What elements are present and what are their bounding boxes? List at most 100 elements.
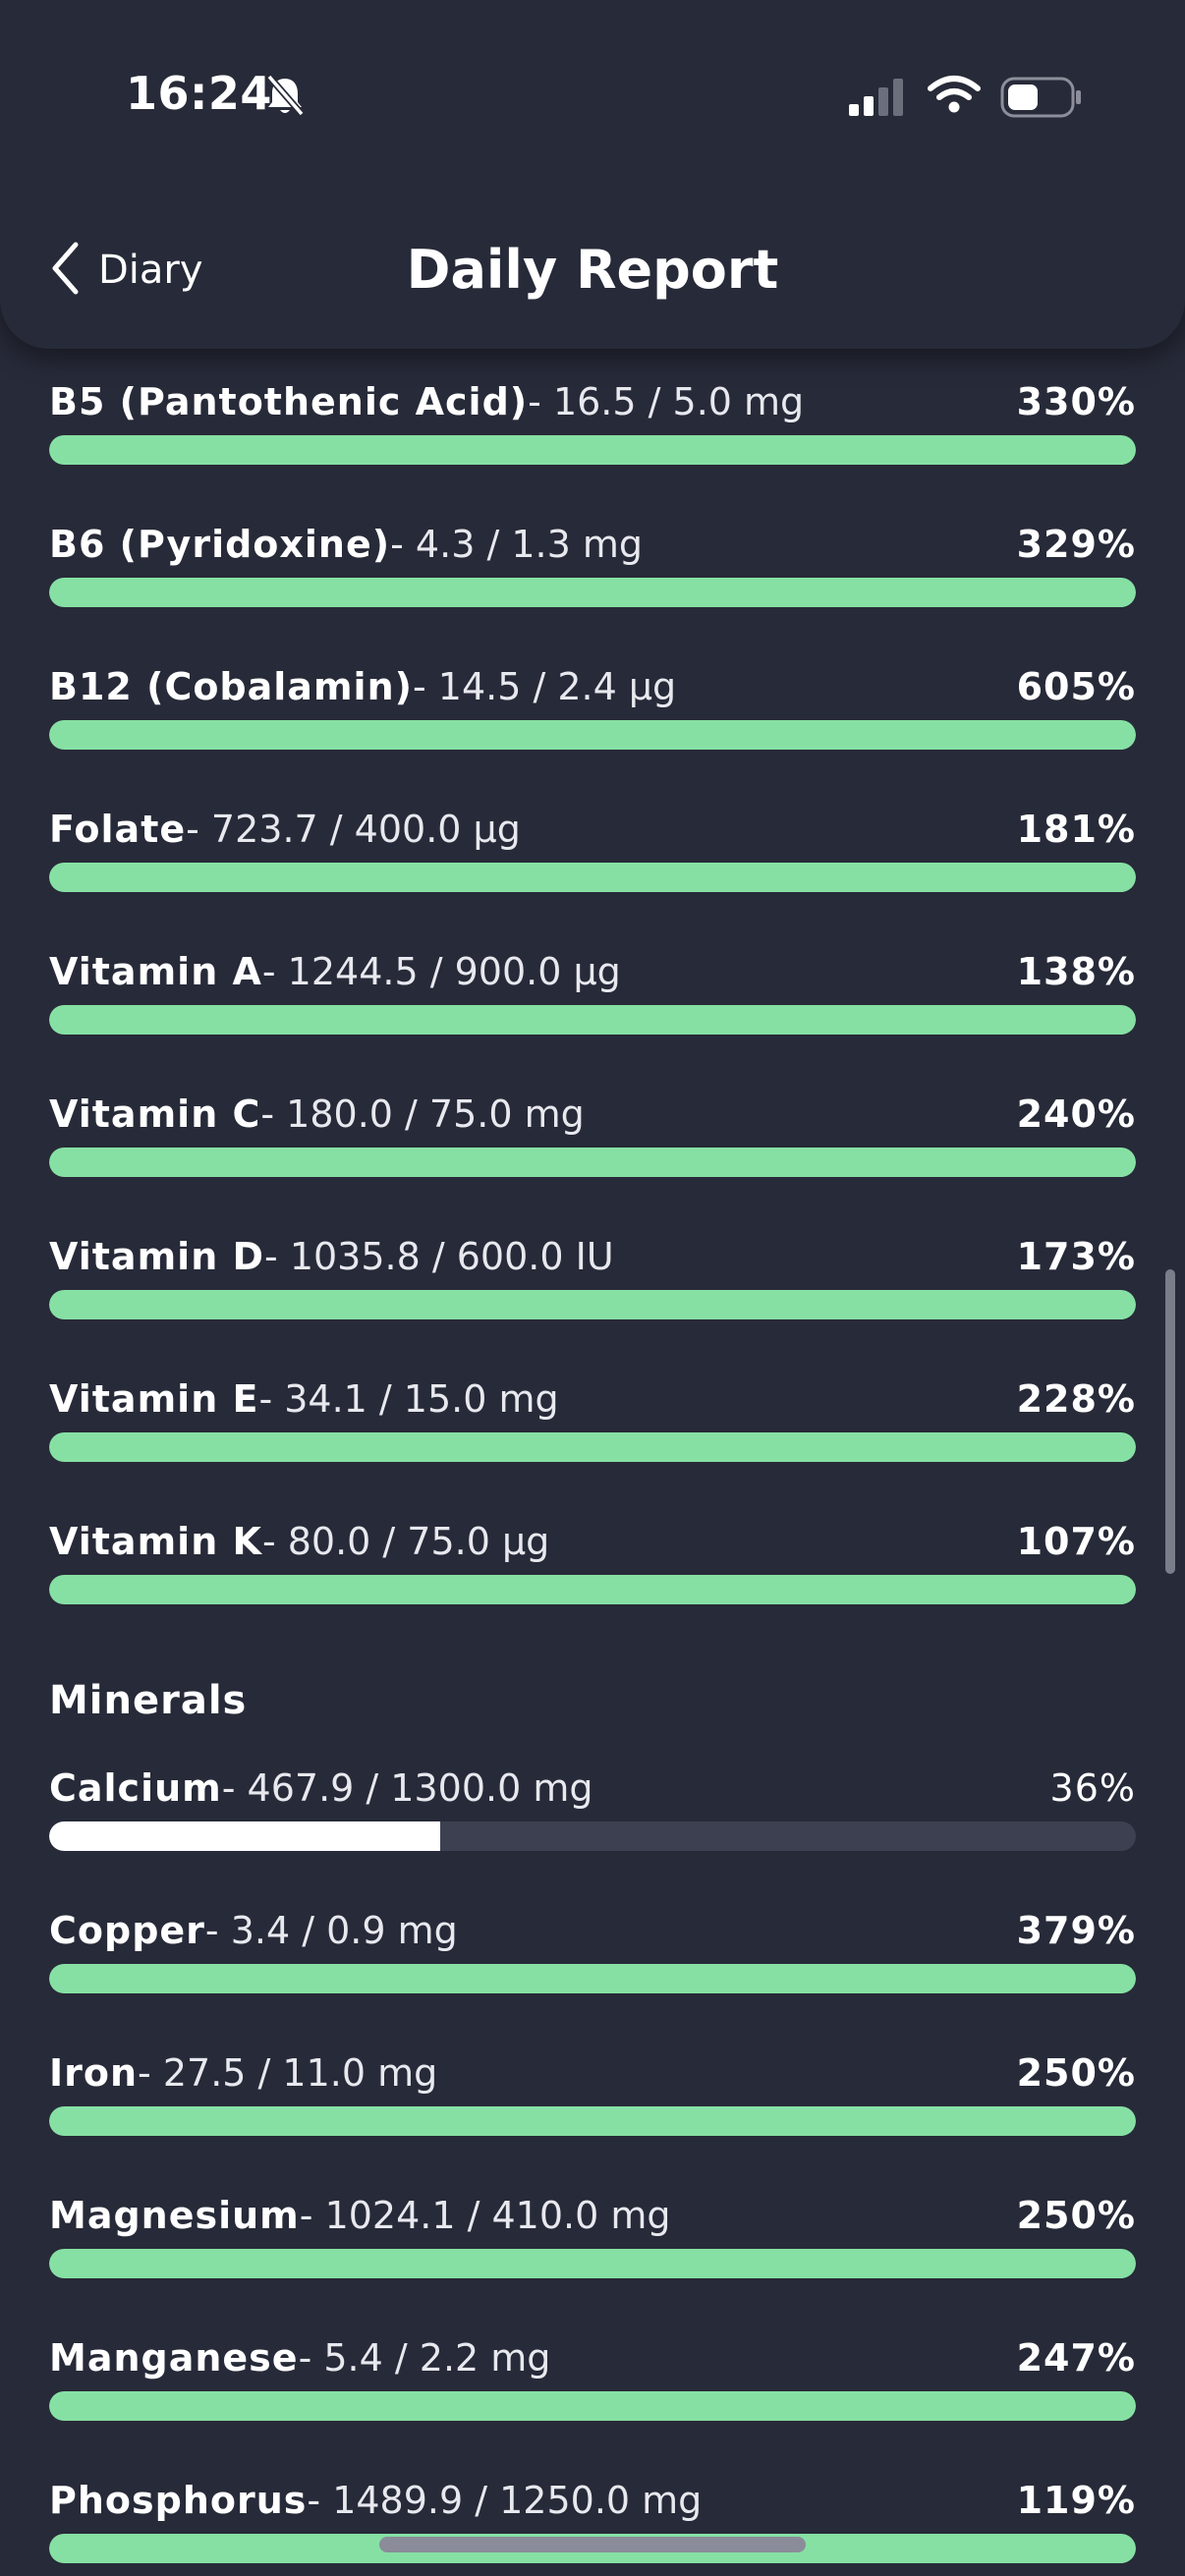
nutrient-label: B12 (Cobalamin)- 14.5 / 2.4 µg <box>49 659 676 714</box>
nutrient-percent: 250% <box>1016 2051 1136 2095</box>
progress-fill <box>49 2249 1136 2278</box>
nutrient-row[interactable]: Phosphorus- 1489.9 / 1250.0 mg 119% <box>49 2473 1136 2571</box>
nutrient-label: Calcium- 467.9 / 1300.0 mg <box>49 1761 592 1816</box>
nutrient-amount: - 3.4 / 0.9 mg <box>204 1909 458 1952</box>
back-button[interactable]: Diary <box>49 236 203 305</box>
nutrient-amount: - 723.7 / 400.0 µg <box>186 808 521 851</box>
nutrient-label: Copper- 3.4 / 0.9 mg <box>49 1903 458 1958</box>
nutrient-row[interactable]: Vitamin A- 1244.5 / 900.0 µg 138% <box>49 944 1136 1042</box>
nutrient-amount: - 467.9 / 1300.0 mg <box>221 1766 593 1810</box>
progress-fill <box>49 1821 441 1851</box>
progress-track <box>49 1290 1136 1319</box>
progress-fill <box>49 578 1136 607</box>
progress-fill <box>49 1964 1136 1993</box>
nutrient-row[interactable]: Manganese- 5.4 / 2.2 mg 247% <box>49 2330 1136 2429</box>
chevron-left-icon <box>49 241 81 300</box>
nutrient-label: Iron- 27.5 / 11.0 mg <box>49 2045 437 2100</box>
header: 16:24 <box>0 0 1185 349</box>
nutrient-row[interactable]: Iron- 27.5 / 11.0 mg 250% <box>49 2045 1136 2144</box>
nutrient-row[interactable]: Vitamin K- 80.0 / 75.0 µg 107% <box>49 1514 1136 1612</box>
nutrient-name: Magnesium <box>49 2194 300 2237</box>
nutrient-name: B5 (Pantothenic Acid) <box>49 380 529 423</box>
nutrient-label: Phosphorus- 1489.9 / 1250.0 mg <box>49 2473 702 2528</box>
nutrient-row[interactable]: Magnesium- 1024.1 / 410.0 mg 250% <box>49 2188 1136 2286</box>
progress-fill <box>49 1575 1136 1604</box>
nutrient-row[interactable]: Calcium- 467.9 / 1300.0 mg 36% <box>49 1761 1136 1859</box>
nutrient-name: Iron <box>49 2051 139 2095</box>
nutrient-amount: - 80.0 / 75.0 µg <box>261 1520 550 1563</box>
nutrient-percent: 240% <box>1016 1092 1136 1136</box>
nutrient-name: Calcium <box>49 1766 222 1810</box>
nutrient-name: B12 (Cobalamin) <box>49 665 413 708</box>
nutrient-amount: - 1035.8 / 600.0 IU <box>264 1235 614 1278</box>
nutrient-label: B6 (Pyridoxine)- 4.3 / 1.3 mg <box>49 517 643 572</box>
progress-track <box>49 1148 1136 1177</box>
progress-track <box>49 1964 1136 1993</box>
nutrient-amount: - 1244.5 / 900.0 µg <box>261 950 621 993</box>
nutrient-percent: 173% <box>1016 1235 1136 1278</box>
nutrient-amount: - 16.5 / 5.0 mg <box>528 380 805 423</box>
home-indicator[interactable] <box>379 2537 806 2552</box>
nutrient-name: Vitamin A <box>49 950 262 993</box>
nutrient-amount: - 14.5 / 2.4 µg <box>413 665 677 708</box>
section-title-minerals: Minerals <box>49 1678 248 1723</box>
status-time: 16:24 <box>126 67 272 120</box>
progress-fill <box>49 1290 1136 1319</box>
nutrient-label: B5 (Pantothenic Acid)- 16.5 / 5.0 mg <box>49 374 804 429</box>
nutrient-percent: 107% <box>1016 1520 1136 1563</box>
nutrient-name: Phosphorus <box>49 2479 308 2522</box>
nutrient-row[interactable]: Copper- 3.4 / 0.9 mg 379% <box>49 1903 1136 2001</box>
nutrient-amount: - 4.3 / 1.3 mg <box>390 523 643 566</box>
nutrient-amount: - 27.5 / 11.0 mg <box>138 2051 438 2095</box>
nutrient-name: Vitamin K <box>49 1520 262 1563</box>
nutrient-name: Folate <box>49 808 187 851</box>
progress-fill <box>49 1005 1136 1035</box>
bell-muted-icon <box>263 73 307 122</box>
nutrient-name: B6 (Pyridoxine) <box>49 523 391 566</box>
progress-track <box>49 1432 1136 1462</box>
progress-track <box>49 1575 1136 1604</box>
nutrient-label: Vitamin C- 180.0 / 75.0 mg <box>49 1087 585 1142</box>
nutrient-percent: 379% <box>1016 1909 1136 1952</box>
progress-track <box>49 720 1136 750</box>
nutrient-percent: 119% <box>1016 2479 1136 2522</box>
progress-track <box>49 2106 1136 2136</box>
nutrient-row[interactable]: Vitamin D- 1035.8 / 600.0 IU 173% <box>49 1229 1136 1327</box>
nutrient-row[interactable]: B5 (Pantothenic Acid)- 16.5 / 5.0 mg 330% <box>49 374 1136 473</box>
progress-track <box>49 863 1136 892</box>
nutrient-row[interactable]: B12 (Cobalamin)- 14.5 / 2.4 µg 605% <box>49 659 1136 757</box>
nutrient-label: Folate- 723.7 / 400.0 µg <box>49 802 521 857</box>
progress-fill <box>49 2106 1136 2136</box>
nutrient-amount: - 1489.9 / 1250.0 mg <box>307 2479 703 2522</box>
nutrient-label: Vitamin K- 80.0 / 75.0 µg <box>49 1514 549 1569</box>
nutrient-label: Magnesium- 1024.1 / 410.0 mg <box>49 2188 671 2243</box>
nutrient-name: Vitamin E <box>49 1377 259 1421</box>
nutrient-percent: 330% <box>1016 380 1136 423</box>
nutrient-percent: 605% <box>1016 665 1136 708</box>
progress-track <box>49 1005 1136 1035</box>
page-title: Daily Report <box>406 239 779 301</box>
nutrient-row[interactable]: Folate- 723.7 / 400.0 µg 181% <box>49 802 1136 900</box>
nutrient-percent: 247% <box>1016 2336 1136 2380</box>
nutrient-name: Copper <box>49 1909 205 1952</box>
wifi-icon <box>928 75 981 118</box>
nutrient-percent: 36% <box>1049 1766 1136 1810</box>
nutrient-row[interactable]: Vitamin E- 34.1 / 15.0 mg 228% <box>49 1372 1136 1470</box>
nutrient-name: Vitamin C <box>49 1092 261 1136</box>
nutrient-row[interactable]: Vitamin C- 180.0 / 75.0 mg 240% <box>49 1087 1136 1185</box>
nutrient-label: Vitamin D- 1035.8 / 600.0 IU <box>49 1229 614 1284</box>
progress-fill <box>49 2391 1136 2421</box>
progress-track <box>49 1821 1136 1851</box>
nutrient-percent: 329% <box>1016 523 1136 566</box>
nutrient-label: Vitamin E- 34.1 / 15.0 mg <box>49 1372 559 1427</box>
nutrient-amount: - 180.0 / 75.0 mg <box>260 1092 585 1136</box>
nutrient-amount: - 1024.1 / 410.0 mg <box>299 2194 671 2237</box>
nutrient-percent: 250% <box>1016 2194 1136 2237</box>
progress-track <box>49 2391 1136 2421</box>
battery-icon <box>1000 77 1083 122</box>
progress-fill <box>49 863 1136 892</box>
nutrient-percent: 138% <box>1016 950 1136 993</box>
progress-track <box>49 435 1136 465</box>
nutrient-row[interactable]: B6 (Pyridoxine)- 4.3 / 1.3 mg 329% <box>49 517 1136 615</box>
scroll-indicator[interactable] <box>1165 1269 1175 1574</box>
